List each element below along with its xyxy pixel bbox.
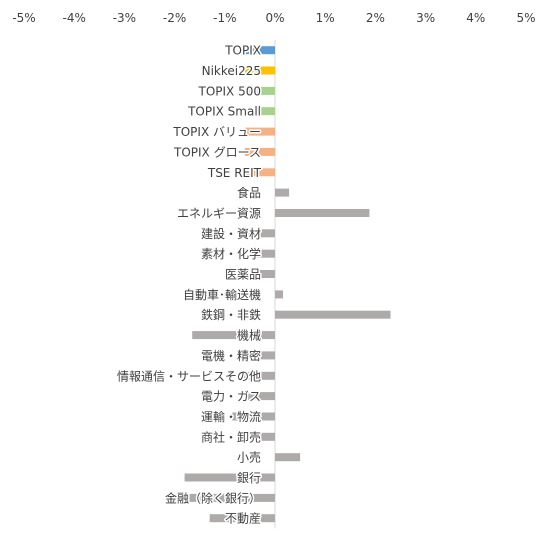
category-label: 食品 <box>237 185 261 200</box>
bar <box>192 331 275 340</box>
bar <box>275 188 290 197</box>
x-axis: -5% -4% -3% -2% -1% 0% 1% 2% 3% 4% 5% <box>12 11 536 529</box>
category-label: 鉄鋼・非鉄 <box>201 307 261 322</box>
bar <box>244 46 275 55</box>
x-tick-label: -2% <box>163 11 186 25</box>
bar <box>244 66 275 75</box>
category-label: 電力・ガス <box>201 390 261 404</box>
category-label: TOPIX <box>224 44 261 58</box>
bar <box>244 168 275 177</box>
category-label: TOPIX 500 <box>198 84 262 98</box>
bar <box>275 290 283 299</box>
category-label: 機械 <box>237 328 261 343</box>
bars <box>182 46 391 523</box>
x-tick-label: -1% <box>213 11 236 25</box>
bar <box>184 473 275 482</box>
bar <box>244 86 275 95</box>
category-label: 運輸・物流 <box>201 409 261 424</box>
x-tick-label: 2% <box>366 11 385 25</box>
bar <box>242 371 275 380</box>
category-label: 不動産 <box>225 511 261 526</box>
bar <box>244 229 275 238</box>
category-label: 医薬品 <box>225 268 261 282</box>
bar <box>182 493 275 502</box>
category-label: 自動車･輸送機 <box>183 287 261 302</box>
category-label: TOPIX Small <box>187 105 261 119</box>
bar <box>252 249 275 258</box>
category-label: 素材・化学 <box>201 246 261 261</box>
category-label: 商社・卸売 <box>201 429 261 444</box>
bar <box>244 432 275 441</box>
category-label: 小売 <box>237 450 261 465</box>
bar <box>247 392 275 401</box>
category-label: エネルギー資源 <box>177 207 261 221</box>
category-label: TOPIX バリュー <box>172 125 261 139</box>
bar <box>244 351 275 360</box>
category-label: TSE REIT <box>207 166 262 180</box>
x-tick-label: 4% <box>466 11 485 25</box>
category-label: 金融（除く銀行） <box>165 490 261 505</box>
bar <box>244 147 275 156</box>
category-label: Nikkei225 <box>202 64 261 78</box>
category-label: 情報通信・サービスその他 <box>117 369 261 383</box>
category-label: 銀行 <box>237 471 261 485</box>
bar <box>259 270 275 278</box>
x-tick-label: -5% <box>12 11 35 25</box>
category-label: 電機・精密 <box>201 348 261 363</box>
x-tick-label: 5% <box>516 11 535 25</box>
x-tick-label: -3% <box>113 11 136 25</box>
bar <box>275 310 391 319</box>
bar <box>209 514 275 523</box>
category-label: TOPIX グロース <box>173 145 261 159</box>
bar <box>244 127 275 136</box>
x-tick-label: 0% <box>265 11 284 25</box>
bar <box>275 453 301 462</box>
x-tick-label: 1% <box>316 11 335 25</box>
bar <box>232 412 275 421</box>
bar <box>259 107 275 116</box>
x-tick-label: -4% <box>63 11 86 25</box>
category-labels: TOPIX Nikkei225 TOPIX 500 TOPIX Small TOPIX … <box>115 42 263 527</box>
category-label: 建設・資材 <box>201 226 261 241</box>
bar <box>275 209 370 217</box>
x-tick-label: 3% <box>416 11 435 25</box>
